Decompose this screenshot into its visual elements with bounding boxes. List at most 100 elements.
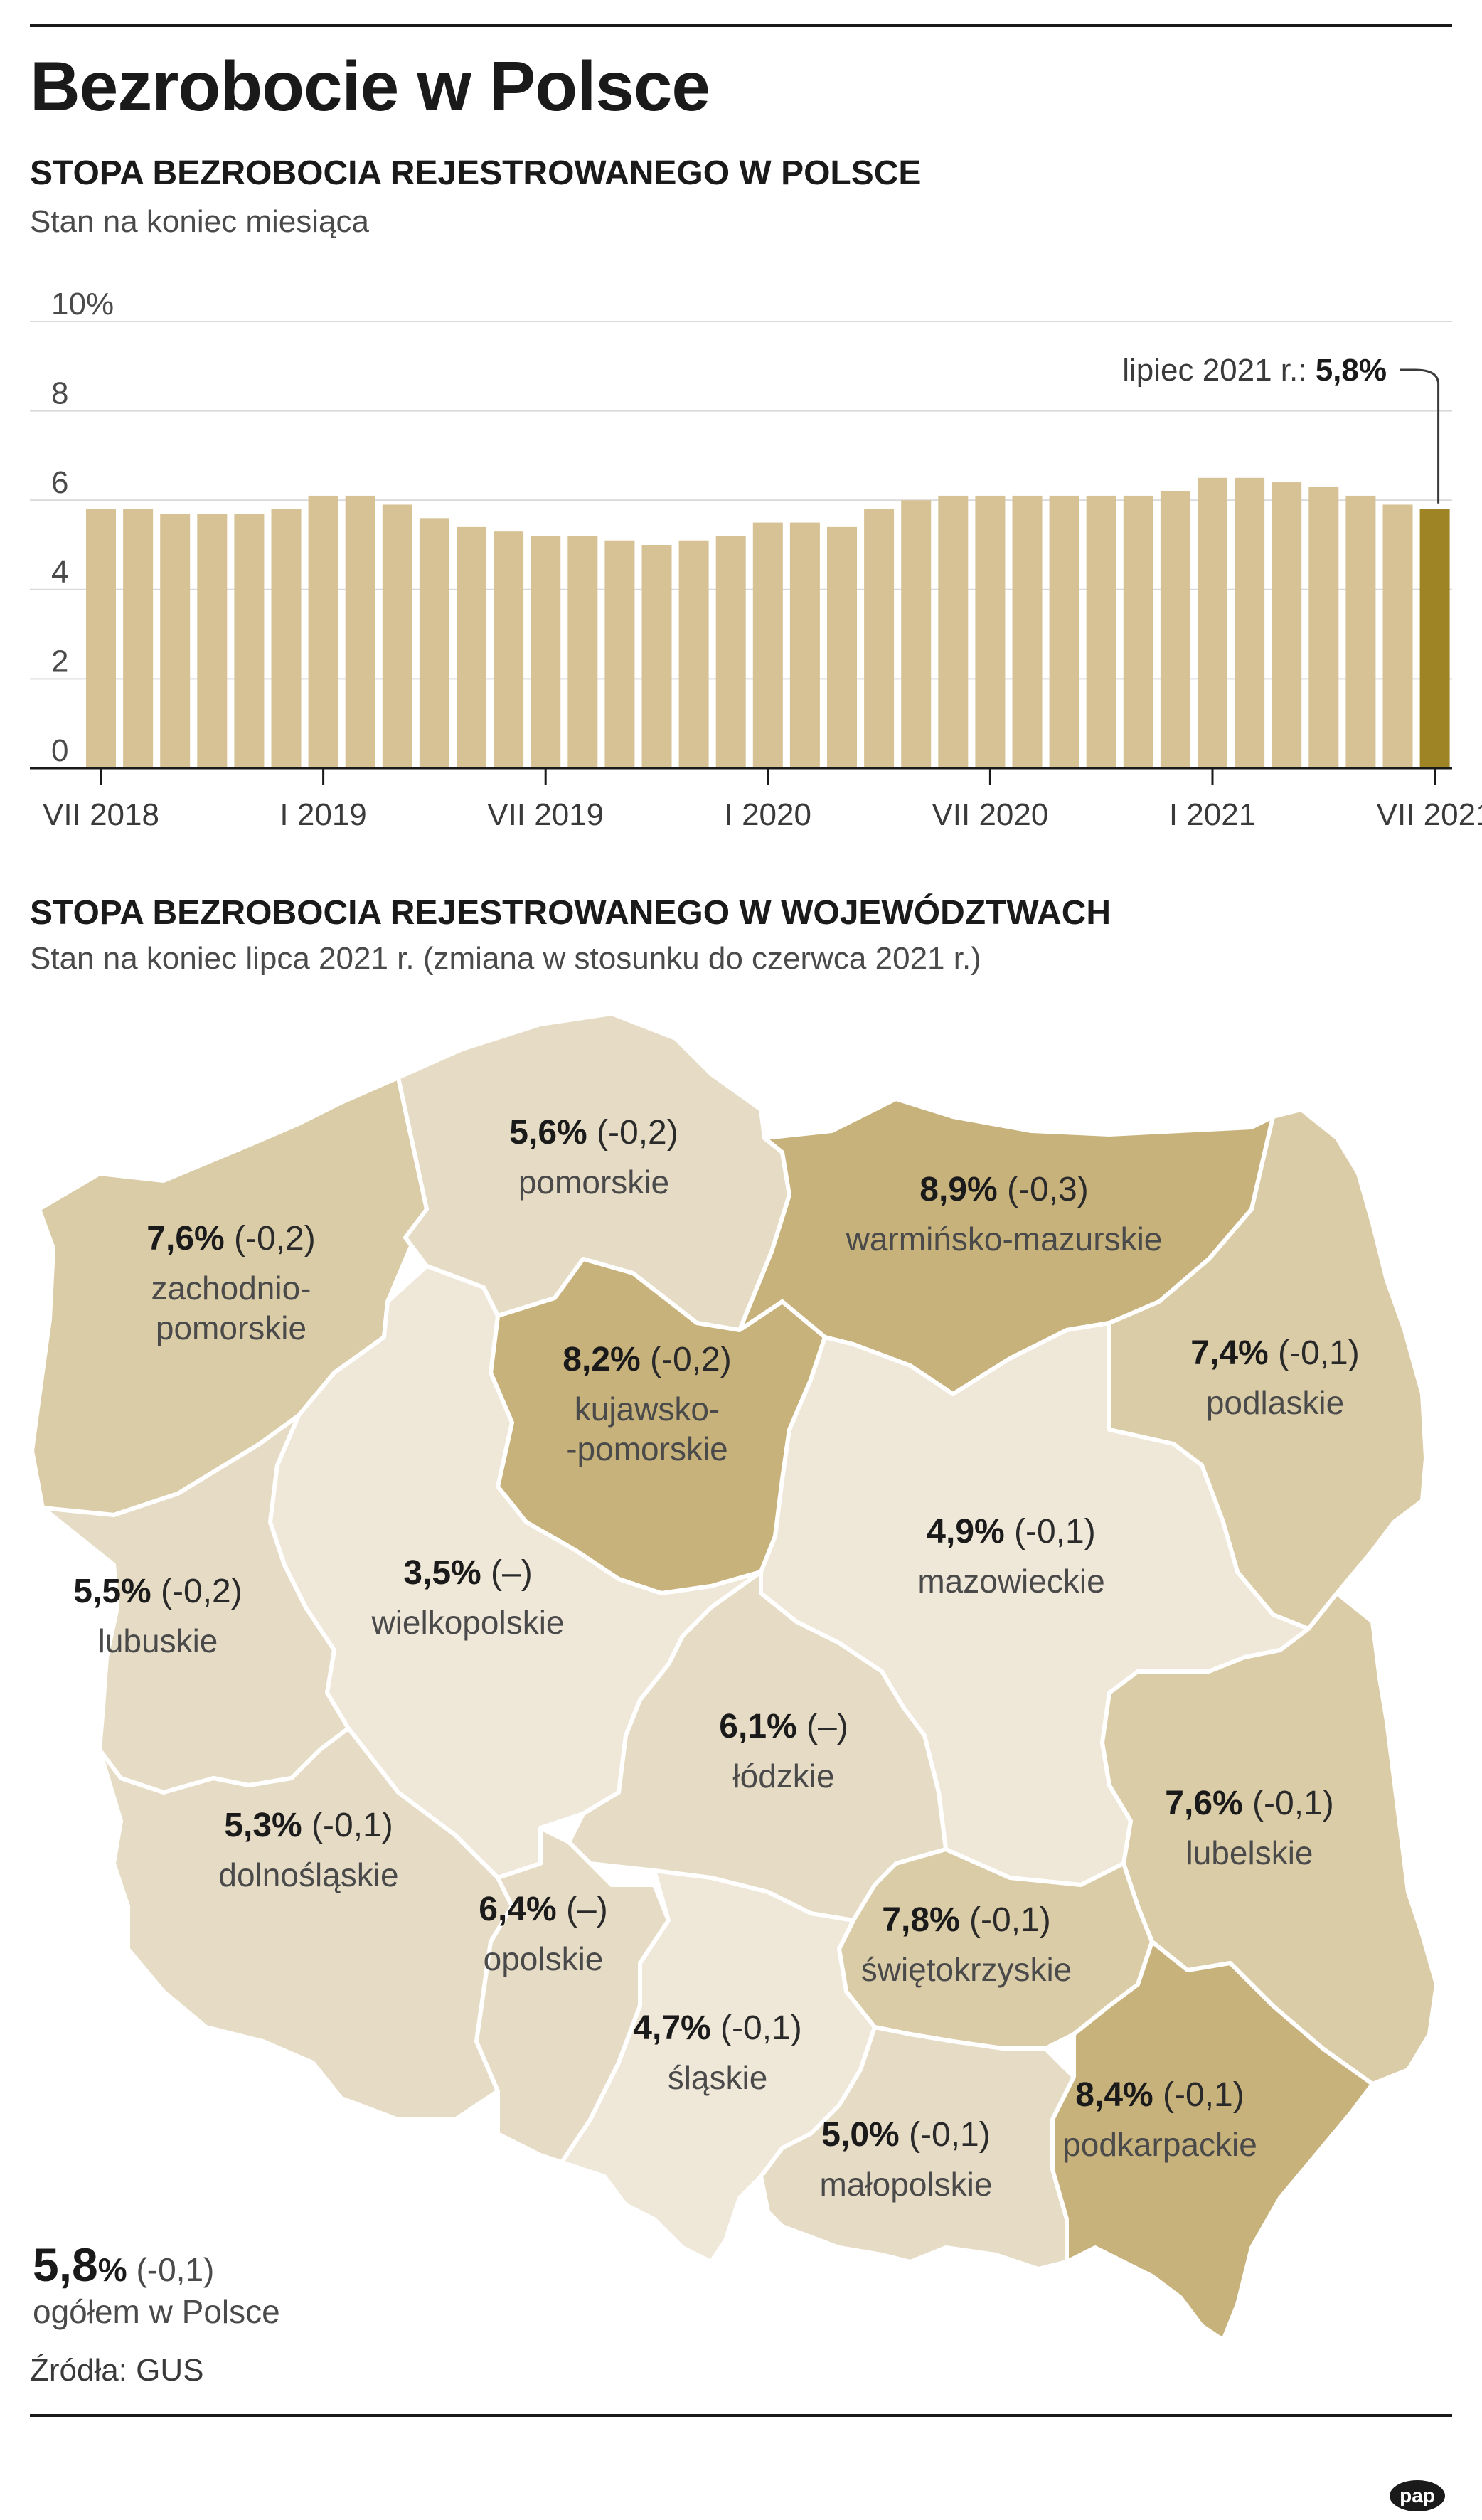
change-lubuskie: (-0,2): [151, 1573, 242, 1610]
change-lubelskie: (-0,1): [1243, 1785, 1334, 1822]
name-mazowieckie: mazowieckie: [917, 1563, 1104, 1600]
name-zachodniopomorskie: zachodnio-: [151, 1270, 311, 1307]
region-slaskie: [560, 1868, 877, 2264]
value-pomorskie: 5,6%: [509, 1114, 587, 1152]
name-zachodniopomorskie: pomorskie: [156, 1309, 306, 1346]
bar-viii-2020: [1012, 495, 1043, 768]
x-tick-label: VII 2021: [1377, 797, 1482, 832]
bar-ix-2020: [1049, 495, 1079, 768]
bar-vi-2020: [938, 495, 969, 768]
y-tick-label: 10%: [51, 287, 114, 321]
name-pomorskie: pomorskie: [518, 1164, 669, 1201]
bar-xi-2020: [1123, 495, 1153, 768]
bar-x-2020: [1086, 495, 1116, 768]
bar-iv-2021: [1308, 487, 1339, 768]
label-kujawsko-pomorskie: 8,2% (-0,2): [563, 1341, 731, 1378]
name-lubelskie: lubelskie: [1186, 1834, 1313, 1871]
label-zachodniopomorskie: 7,6% (-0,2): [146, 1220, 315, 1258]
bar-i-2021: [1198, 477, 1227, 768]
name-malopolskie: małopolskie: [820, 2166, 993, 2203]
bar-ii-2021: [1235, 477, 1265, 768]
chart-x-axis: [30, 767, 1452, 785]
label-swietokrzyskie: 7,8% (-0,1): [882, 1901, 1050, 1939]
label-warminsko-mazurskie: 8,9% (-0,3): [919, 1171, 1088, 1208]
change-wielkopolskie: (–): [481, 1554, 533, 1592]
bar-vi-2021: [1382, 504, 1413, 768]
label-wielkopolskie: 3,5% (–): [403, 1554, 532, 1592]
bar-v-2021: [1345, 495, 1376, 768]
value-swietokrzyskie: 7,8%: [882, 1901, 959, 1939]
bar-viii-2018: [123, 509, 154, 768]
bar-x-2018: [197, 514, 228, 768]
label-podlaskie: 7,4% (-0,1): [1190, 1334, 1359, 1372]
value-lubuskie: 5,5%: [73, 1573, 151, 1610]
bar-vii-2019: [531, 536, 561, 768]
y-tick-label: 6: [51, 465, 68, 500]
change-slaskie: (-0,1): [711, 2009, 802, 2047]
change-pomorskie: (-0,2): [587, 1114, 678, 1152]
x-tick-label: VII 2018: [43, 797, 159, 832]
x-tick-label: VII 2019: [487, 797, 604, 832]
label-lubuskie: 5,5% (-0,2): [73, 1573, 242, 1610]
total-change: (-0,1): [136, 2251, 215, 2288]
change-swietokrzyskie: (-0,1): [960, 1901, 1051, 1939]
value-kujawsko-pomorskie: 8,2%: [563, 1341, 640, 1378]
name-kujawsko-pomorskie: kujawsko-: [575, 1391, 720, 1428]
value-mazowieckie: 4,9%: [927, 1513, 1004, 1551]
label-lubelskie: 7,6% (-0,1): [1165, 1785, 1333, 1822]
y-tick-label: 2: [51, 644, 68, 679]
bar-ii-2020: [789, 522, 820, 768]
x-tick-label: I 2020: [725, 797, 811, 832]
name-lubuskie: lubuskie: [98, 1622, 218, 1659]
label-podkarpackie: 8,4% (-0,1): [1075, 2076, 1244, 2114]
change-opolskie: (–): [557, 1891, 608, 1928]
label-dolnoslaskie: 5,3% (-0,1): [224, 1807, 393, 1844]
label-slaskie: 4,7% (-0,1): [633, 2009, 801, 2047]
bar-x-2019: [641, 545, 672, 768]
change-zachodniopomorskie: (-0,2): [225, 1220, 316, 1258]
change-warminsko-mazurskie: (-0,3): [998, 1171, 1089, 1208]
change-malopolskie: (-0,1): [900, 2116, 991, 2154]
name-podkarpackie: podkarpackie: [1062, 2126, 1257, 2163]
value-wielkopolskie: 3,5%: [403, 1554, 481, 1592]
value-opolskie: 6,4%: [479, 1891, 556, 1928]
chart-title: STOPA BEZROBOCIA REJESTROWANEGO W POLSCE: [30, 154, 922, 192]
top-rule: [30, 24, 1452, 27]
map-title: STOPA BEZROBOCIA REJESTROWANEGO W WOJEWÓ…: [30, 894, 1112, 932]
name-warminsko-mazurskie: warmińsko-mazurskie: [846, 1221, 1163, 1258]
bar-xi-2019: [678, 540, 709, 768]
name-dolnoslaskie: dolnośląskie: [218, 1856, 398, 1893]
name-opolskie: opolskie: [484, 1940, 604, 1977]
bar-iii-2019: [382, 504, 412, 768]
chart-bars: [86, 477, 1450, 768]
bar-ix-2019: [604, 540, 635, 768]
y-tick-label: 8: [51, 376, 68, 411]
value-warminsko-mazurskie: 8,9%: [919, 1171, 997, 1208]
chart-subtitle: Stan na koniec miesiąca: [30, 204, 369, 239]
bar-i-2020: [752, 522, 783, 768]
total-unit: %: [97, 2251, 127, 2288]
name-kujawsko-pomorskie: -pomorskie: [566, 1430, 728, 1467]
bar-xii-2018: [271, 509, 302, 768]
bar-xii-2019: [715, 536, 746, 768]
bar-ix-2018: [160, 514, 191, 768]
bar-v-2019: [457, 526, 486, 768]
bar-v-2020: [901, 500, 932, 768]
value-slaskie: 4,7%: [633, 2009, 710, 2047]
national-total: 5,8% (-0,1) ogółem w Polsce: [33, 2239, 280, 2331]
source-note: Źródła: GUS: [30, 2353, 204, 2388]
bar-xii-2020: [1160, 491, 1190, 768]
total-label: ogółem w Polsce: [33, 2292, 280, 2330]
name-swietokrzyskie: świętokrzyskie: [861, 1951, 1072, 1988]
bar-vi-2019: [494, 531, 524, 768]
callout-leader-line: [1400, 368, 1440, 504]
value-malopolskie: 5,0%: [821, 2116, 899, 2154]
x-tick-label: I 2021: [1169, 797, 1256, 832]
pap-logo: pap: [1390, 2480, 1445, 2511]
value-lubelskie: 7,6%: [1165, 1785, 1242, 1822]
bar-xi-2018: [234, 514, 265, 768]
page-title: Bezrobocie w Polsce: [30, 47, 710, 125]
x-tick-label: VII 2020: [932, 797, 1048, 832]
